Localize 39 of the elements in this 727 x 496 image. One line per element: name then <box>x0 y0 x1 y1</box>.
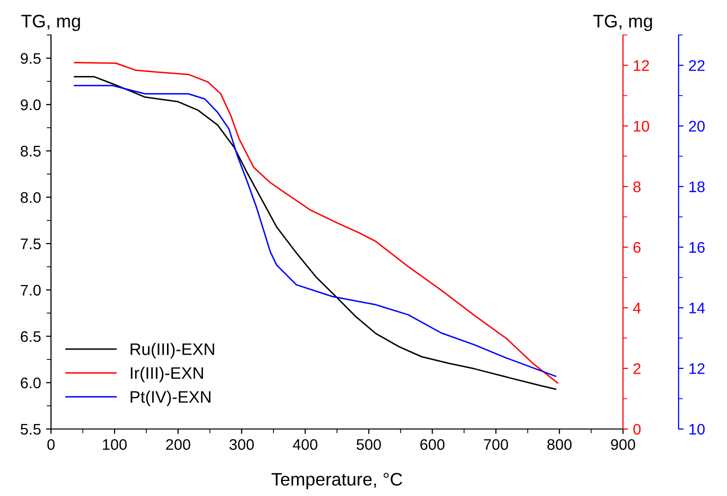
y3-tick-label: 14 <box>689 302 705 314</box>
y2-tick-label: 10 <box>634 120 650 132</box>
y-tick-label: 6.5 <box>20 331 41 342</box>
x-tick-label: 200 <box>166 439 190 450</box>
y2-tick-label: 0 <box>633 424 641 435</box>
y2-axis-title: TG, mg <box>593 14 652 32</box>
x-tick-label: 100 <box>102 439 127 450</box>
y-tick-label: 7.0 <box>20 284 41 296</box>
x-tick-label: 800 <box>547 439 572 450</box>
legend-label: Pt(IV)-EXN <box>130 390 210 406</box>
y-tick-label: 8.5 <box>20 146 41 157</box>
y2-tick-label: 8 <box>633 181 641 192</box>
y3-tick-label: 12 <box>689 363 705 374</box>
y-tick-label: 9.0 <box>20 99 41 110</box>
x-axis-title: Temperature, °C <box>272 472 402 490</box>
y-axis-title: TG, mg <box>21 14 80 32</box>
x-tick-label: 700 <box>484 439 508 450</box>
y-tick-label: 6.0 <box>20 378 41 388</box>
y3-tick-label: 22 <box>689 60 705 71</box>
y-tick-label: 9.5 <box>20 53 41 64</box>
y-tick-label: 8.0 <box>20 192 41 203</box>
y3-tick-label: 18 <box>689 181 705 192</box>
x-tick-label: 300 <box>230 439 254 450</box>
y-tick-label: 5.5 <box>20 424 41 435</box>
y2-tick-label: 12 <box>634 60 649 71</box>
x-tick-label: 0 <box>47 439 55 450</box>
legend-label: Ir(III)-EXN <box>130 366 203 382</box>
y3-tick-label: 16 <box>689 242 705 253</box>
y2-tick-label: 6 <box>634 242 641 253</box>
y-tick-label: 7.5 <box>20 238 41 250</box>
x-tick-label: 400 <box>292 439 318 450</box>
y2-tick-label: 2 <box>633 363 640 374</box>
y2-tick-label: 4 <box>633 302 641 314</box>
y3-tick-label: 10 <box>689 424 705 435</box>
y3-tick-label: 20 <box>689 120 705 132</box>
x-tick-label: 600 <box>420 439 444 450</box>
x-tick-label: 900 <box>610 439 636 450</box>
legend-label: Ru(III)-EXN <box>130 342 214 358</box>
x-tick-label: 500 <box>356 439 381 450</box>
